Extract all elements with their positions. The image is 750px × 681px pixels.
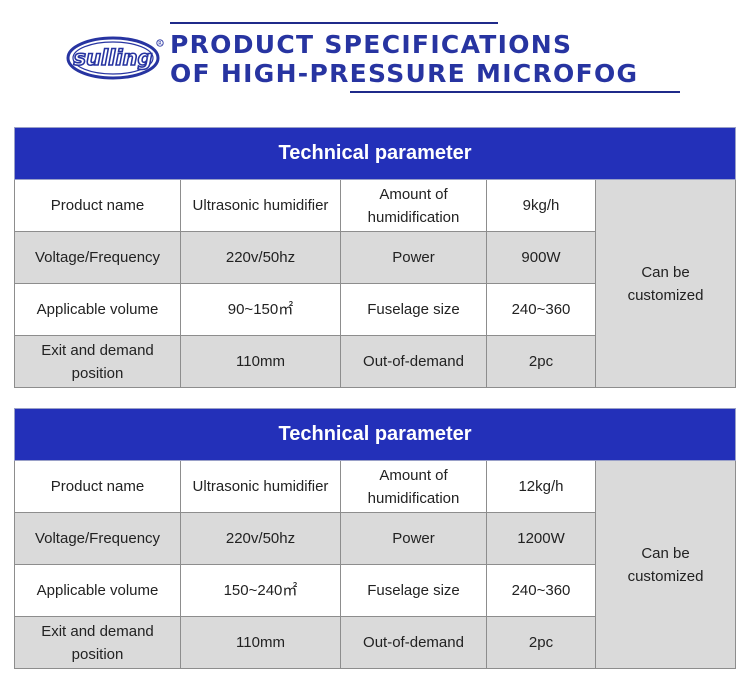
svg-text:R: R: [158, 41, 162, 47]
table-row: Applicable volume 150~240㎡ Fuselage size…: [14, 564, 736, 617]
page-title-line2: OF HIGH-PRESSURE MICROFOG: [170, 59, 639, 88]
spec-table-1: Technical parameter Product name Ultraso…: [13, 127, 737, 388]
customizable-note: Can be customized: [594, 179, 737, 388]
label-voltage-frequency: Voltage/Frequency: [14, 512, 181, 565]
label-out-of-demand: Out-of-demand: [340, 616, 487, 669]
label-power: Power: [340, 231, 487, 284]
value-fuselage-size: 240~360: [486, 564, 596, 617]
spec-table-2: Technical parameter Product name Ultraso…: [13, 408, 737, 669]
table-row: Exit and demand position 110mm Out-of-dem…: [14, 616, 736, 669]
value-power: 1200W: [486, 512, 596, 565]
logo-wordmark: sulling: [73, 46, 152, 70]
sulling-logo: sulling R: [66, 36, 164, 80]
value-voltage-frequency: 220v/50hz: [180, 231, 341, 284]
value-amount-of-humidification: 9kg/h: [486, 179, 596, 232]
value-exit-and-demand-position: 110mm: [180, 335, 341, 388]
table-row: Applicable volume 90~150㎡ Fuselage size …: [14, 283, 736, 336]
label-voltage-frequency: Voltage/Frequency: [14, 231, 181, 284]
label-product-name: Product name: [14, 179, 181, 232]
page-header: sulling R PRODUCT SPECIFICATIONS OF HIGH…: [0, 0, 750, 110]
value-voltage-frequency: 220v/50hz: [180, 512, 341, 565]
label-applicable-volume: Applicable volume: [14, 283, 181, 336]
value-applicable-volume: 90~150㎡: [180, 283, 341, 336]
label-amount-of-humidification: Amount of humidification: [340, 460, 487, 513]
table-row: Exit and demand position 110mm Out-of-dem…: [14, 335, 736, 388]
label-amount-of-humidification: Amount of humidification: [340, 179, 487, 232]
table-row: Product name Ultrasonic humidifier Amoun…: [14, 460, 737, 669]
header-bottom-rule: [350, 91, 680, 93]
table-row: Voltage/Frequency 220v/50hz Power 900W: [14, 231, 736, 284]
value-out-of-demand: 2pc: [486, 616, 596, 669]
label-product-name: Product name: [14, 460, 181, 513]
label-out-of-demand: Out-of-demand: [340, 335, 487, 388]
customizable-note: Can be customized: [594, 460, 737, 669]
label-applicable-volume: Applicable volume: [14, 564, 181, 617]
label-fuselage-size: Fuselage size: [340, 283, 487, 336]
table-title: Technical parameter: [13, 127, 737, 180]
value-fuselage-size: 240~360: [486, 283, 596, 336]
value-out-of-demand: 2pc: [486, 335, 596, 388]
page-title-line1: PRODUCT SPECIFICATIONS: [170, 30, 573, 59]
label-exit-and-demand-position: Exit and demand position: [14, 335, 181, 388]
table-title: Technical parameter: [13, 408, 737, 461]
value-power: 900W: [486, 231, 596, 284]
value-amount-of-humidification: 12kg/h: [486, 460, 596, 513]
header-top-rule: [170, 22, 498, 24]
value-product-name: Ultrasonic humidifier: [180, 460, 341, 513]
label-exit-and-demand-position: Exit and demand position: [14, 616, 181, 669]
table-row: Product name Ultrasonic humidifier Amoun…: [14, 179, 737, 388]
value-applicable-volume: 150~240㎡: [180, 564, 341, 617]
value-exit-and-demand-position: 110mm: [180, 616, 341, 669]
label-power: Power: [340, 512, 487, 565]
value-product-name: Ultrasonic humidifier: [180, 179, 341, 232]
label-fuselage-size: Fuselage size: [340, 564, 487, 617]
